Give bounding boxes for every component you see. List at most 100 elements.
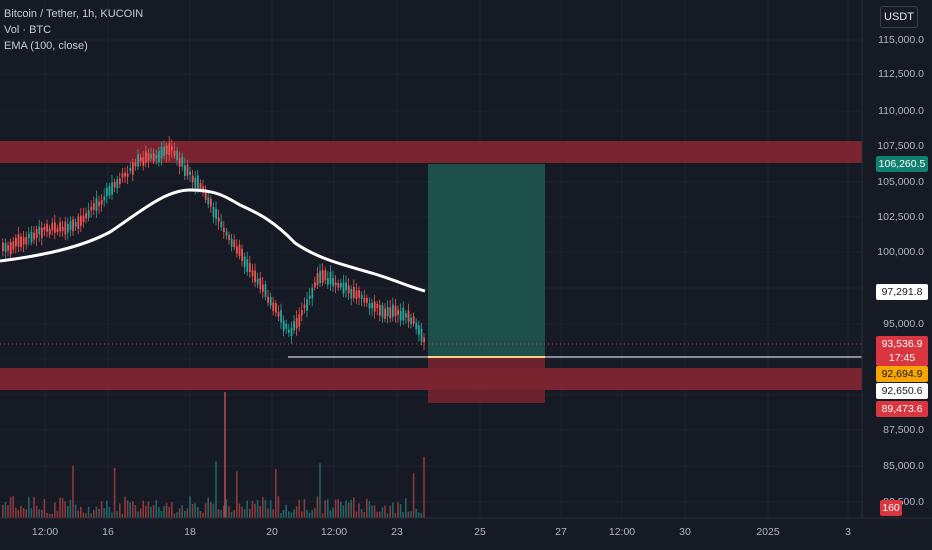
candle-body [173, 150, 176, 156]
candle-body [111, 182, 113, 195]
volume-bar [129, 502, 131, 518]
candle-body [158, 151, 160, 163]
volume-bar [308, 512, 311, 518]
volume-bar [22, 508, 25, 518]
candle-body [347, 285, 350, 294]
candle-body [98, 201, 100, 207]
volume-bar [25, 509, 27, 518]
volume-bar [186, 508, 189, 518]
candle-body [238, 244, 241, 256]
candle-body [298, 314, 301, 327]
volume-bar [355, 511, 358, 518]
candle-body [386, 307, 389, 317]
volume-bar [35, 505, 38, 518]
candle-body [389, 307, 392, 319]
currency-button[interactable]: USDT [880, 6, 918, 28]
candle-body [28, 233, 30, 239]
volume-bar [217, 509, 220, 518]
volume-bar [236, 471, 238, 518]
volume-bar [397, 502, 399, 518]
volume-bar [334, 499, 337, 518]
symbol-title[interactable]: Bitcoin / Tether, 1h, KUCOIN [4, 8, 144, 20]
time-axis-label: 23 [391, 526, 403, 538]
candle-body [178, 158, 181, 167]
candle-body [420, 328, 423, 342]
volume-bar [108, 507, 111, 518]
volume-bar [386, 513, 389, 518]
candle-body [12, 241, 15, 250]
volume-bar [243, 509, 246, 518]
candle-body [106, 187, 108, 197]
volume-bar [347, 502, 350, 518]
volume-bar [46, 512, 48, 518]
candle-body [119, 178, 121, 184]
volume-bar [407, 511, 410, 518]
volume-bar [38, 509, 40, 518]
volume-bar [168, 506, 170, 518]
volume-bar [147, 501, 150, 518]
volume-bar [275, 469, 277, 518]
volume-bar [311, 509, 313, 518]
candle-body [321, 270, 324, 283]
volume-indicator-label[interactable]: Vol · BTC [4, 24, 52, 36]
volume-bar [82, 512, 85, 518]
candle-body [308, 295, 311, 299]
candle-body [303, 304, 306, 308]
volume-bar [150, 506, 152, 518]
volume-bar [337, 499, 339, 518]
volume-bar [204, 503, 207, 518]
candle-body [246, 259, 249, 272]
volume-bar [64, 501, 66, 518]
candle-body [277, 311, 280, 317]
price-axis-label: 107,500.0 [877, 140, 924, 152]
candle-body [368, 303, 371, 309]
volume-bar [9, 496, 12, 518]
candle-body [332, 278, 334, 287]
time-axis-label: 30 [679, 526, 691, 538]
candle-body [282, 320, 285, 331]
candle-body [176, 151, 178, 161]
volume-bar [197, 507, 199, 518]
candle-body [293, 321, 295, 331]
time-axis-label: 12:00 [608, 526, 636, 538]
volume-bar [314, 507, 316, 518]
price-axis-label: 100,000.0 [877, 246, 924, 258]
candle-body [397, 309, 399, 315]
volume-bar [7, 505, 9, 518]
candle-body [56, 228, 59, 233]
volume-bar [293, 509, 295, 518]
volume-bar [241, 506, 243, 518]
candle-body [327, 277, 329, 285]
position-stop-area [428, 357, 545, 403]
chart-legend: Bitcoin / Tether, 1h, KUCOIN Vol · BTC E… [4, 6, 143, 54]
volume-bar [290, 512, 293, 518]
candle-body [80, 215, 82, 227]
volume-bar [142, 500, 144, 518]
ema-indicator-label[interactable]: EMA (100, close) [4, 40, 88, 52]
time-axis-label: 12:00 [31, 526, 59, 538]
volume-bar [358, 503, 360, 518]
take-profit-price-tag: 106,260.5 [876, 156, 928, 172]
volume-bar [399, 504, 402, 518]
volume-bar [20, 505, 22, 518]
candle-body [103, 196, 106, 201]
candle-body [311, 287, 314, 299]
volume-bar [392, 502, 394, 518]
volume-bar [106, 500, 108, 518]
time-axis-label: 18 [184, 526, 196, 538]
candle-body [412, 316, 415, 324]
volume-bar [184, 510, 186, 518]
candle-body [20, 236, 22, 248]
volume-bar [139, 508, 142, 518]
candle-body [155, 155, 158, 159]
candle-body [262, 284, 264, 292]
candle-body [126, 173, 129, 177]
volume-bar [303, 499, 306, 518]
candle-body [38, 226, 41, 235]
candle-body [87, 210, 90, 218]
volume-bar [80, 506, 82, 518]
candle-body [150, 154, 152, 159]
candle-body [142, 157, 145, 166]
candle-body [360, 295, 363, 299]
